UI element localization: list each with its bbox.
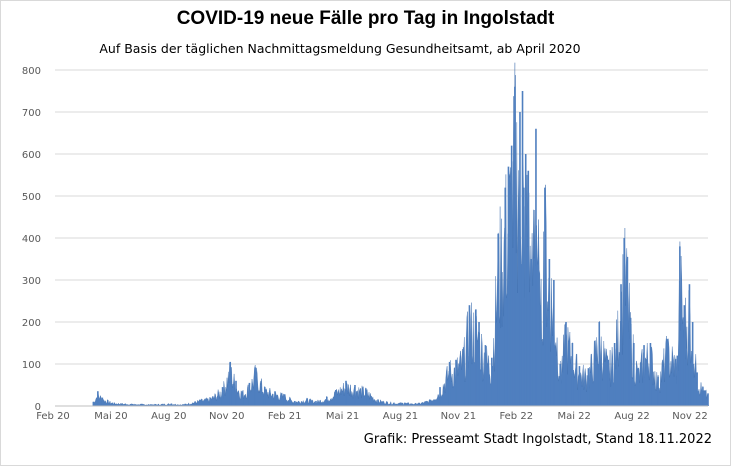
y-tick-label: 600 <box>22 150 41 161</box>
x-tick-labels: Feb 20 Mai 20 Aug 20 Nov 20 Feb 21 Mai 21 Aug … <box>36 411 708 422</box>
x-tick-label: Aug 20 <box>151 411 186 422</box>
chart-credit: Grafik: Presseamt Stadt Ingolstadt, Stan… <box>363 432 712 447</box>
y-tick-label: 800 <box>22 66 41 77</box>
series-area-path <box>93 62 709 407</box>
y-tick-label: 400 <box>22 234 41 245</box>
x-tick-label: Nov 22 <box>672 411 707 422</box>
x-tick-label: Aug 22 <box>614 411 649 422</box>
x-tick-label: Feb 22 <box>499 411 533 422</box>
x-tick-label: Mai 21 <box>326 411 359 422</box>
series-area <box>92 62 709 407</box>
y-tick-label: 100 <box>22 360 41 371</box>
x-tick-label: Nov 21 <box>441 411 476 422</box>
x-tick-label: Mai 22 <box>557 411 590 422</box>
x-tick-label: Aug 21 <box>383 411 418 422</box>
x-tick-label: Nov 20 <box>209 411 244 422</box>
chart-title: COVID-19 neue Fälle pro Tag in Ingolstad… <box>176 8 555 29</box>
y-tick-label: 200 <box>22 318 41 329</box>
y-tick-labels: 0 100 200 300 400 500 600 700 800 <box>22 66 41 413</box>
y-tick-label: 700 <box>22 108 41 119</box>
gridlines <box>55 69 708 365</box>
y-tick-label: 500 <box>22 192 41 203</box>
x-tick-label: Mai 20 <box>94 411 127 422</box>
x-tick-label: Feb 20 <box>36 411 70 422</box>
x-tick-label: Feb 21 <box>268 411 302 422</box>
chart-subtitle: Auf Basis der täglichen Nachmittagsmeldu… <box>99 41 581 56</box>
y-tick-label: 300 <box>22 276 41 287</box>
y-tick-label: 0 <box>35 402 41 413</box>
